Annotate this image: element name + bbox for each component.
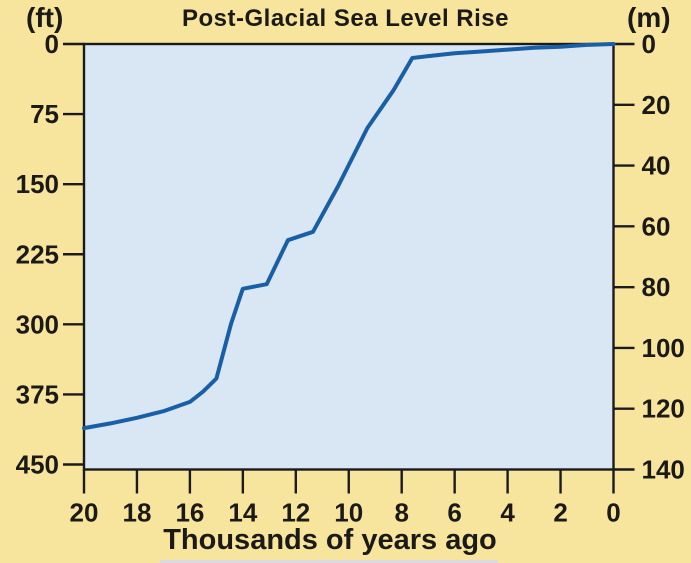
right-axis-tick-label: 60	[642, 211, 671, 241]
x-axis-tick-label: 6	[447, 498, 461, 528]
right-axis-tick-label: 140	[642, 455, 685, 485]
right-axis-tick-label: 40	[642, 151, 671, 181]
x-axis-tick-label: 0	[606, 498, 620, 528]
x-axis-title: Thousands of years ago	[163, 524, 497, 556]
x-axis-tick-label: 2	[553, 498, 567, 528]
right-axis-tick-label: 20	[642, 90, 671, 120]
plot-background	[84, 44, 614, 470]
right-axis-unit-label: (m)	[627, 2, 671, 33]
left-axis-tick-label: 225	[16, 239, 59, 269]
left-axis-tick-label: 150	[16, 169, 59, 199]
left-axis-tick-label: 0	[45, 29, 59, 59]
x-axis-tick-label: 14	[228, 498, 257, 528]
x-axis-tick-label: 10	[334, 498, 363, 528]
chart-title: Post-Glacial Sea Level Rise	[182, 5, 509, 32]
right-axis-tick-label: 80	[642, 272, 671, 302]
x-axis-tick-label: 8	[394, 498, 408, 528]
left-axis-tick-label: 375	[16, 379, 59, 409]
axis-frame	[82, 42, 615, 471]
x-axis-tick-label: 4	[500, 498, 515, 528]
left-axis-tick-label: 450	[16, 450, 59, 480]
right-axis-tick-label: 120	[642, 394, 685, 424]
cropped-bottom-strip	[160, 560, 498, 563]
left-axis-tick-label: 300	[16, 309, 59, 339]
left-axis-unit-label: (ft)	[26, 2, 64, 33]
right-axis-tick-label: 0	[642, 29, 656, 59]
right-axis-tick-label: 100	[642, 333, 685, 363]
left-axis-tick-label: 75	[30, 99, 59, 129]
sea-level-curve	[82, 42, 616, 431]
x-axis-tick-label: 16	[175, 498, 204, 528]
x-axis-tick-label: 18	[122, 498, 151, 528]
x-axis-tick-label: 20	[70, 498, 99, 528]
x-axis-tick-label: 12	[281, 498, 310, 528]
